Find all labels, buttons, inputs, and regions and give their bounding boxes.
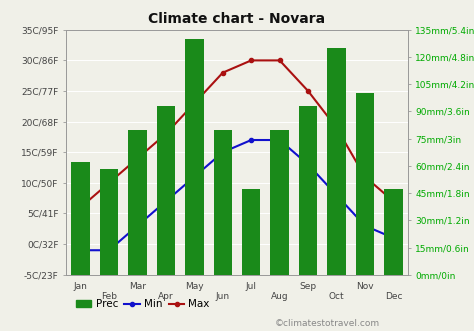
Bar [384,189,402,275]
Bar [327,48,346,275]
Text: Nov: Nov [356,282,374,291]
Text: Jun: Jun [216,292,230,301]
Text: Sep: Sep [300,282,317,291]
Bar [100,169,118,275]
Text: May: May [185,282,204,291]
Text: Mar: Mar [129,282,146,291]
Title: Climate chart - Novara: Climate chart - Novara [148,12,326,26]
Text: ©climatestotravel.com: ©climatestotravel.com [275,319,380,328]
Legend: Prec, Min, Max: Prec, Min, Max [72,295,214,313]
Bar [156,106,175,275]
Bar [270,129,289,275]
Text: Dec: Dec [385,292,402,301]
Bar [356,93,374,275]
Text: Feb: Feb [101,292,117,301]
Text: Jan: Jan [73,282,88,291]
Text: Oct: Oct [329,292,344,301]
Bar [213,129,232,275]
Bar [71,162,90,275]
Bar [242,189,260,275]
Bar [299,106,317,275]
Bar [128,129,146,275]
Text: Jul: Jul [246,282,257,291]
Text: Aug: Aug [271,292,289,301]
Bar [185,39,203,275]
Text: Apr: Apr [158,292,173,301]
